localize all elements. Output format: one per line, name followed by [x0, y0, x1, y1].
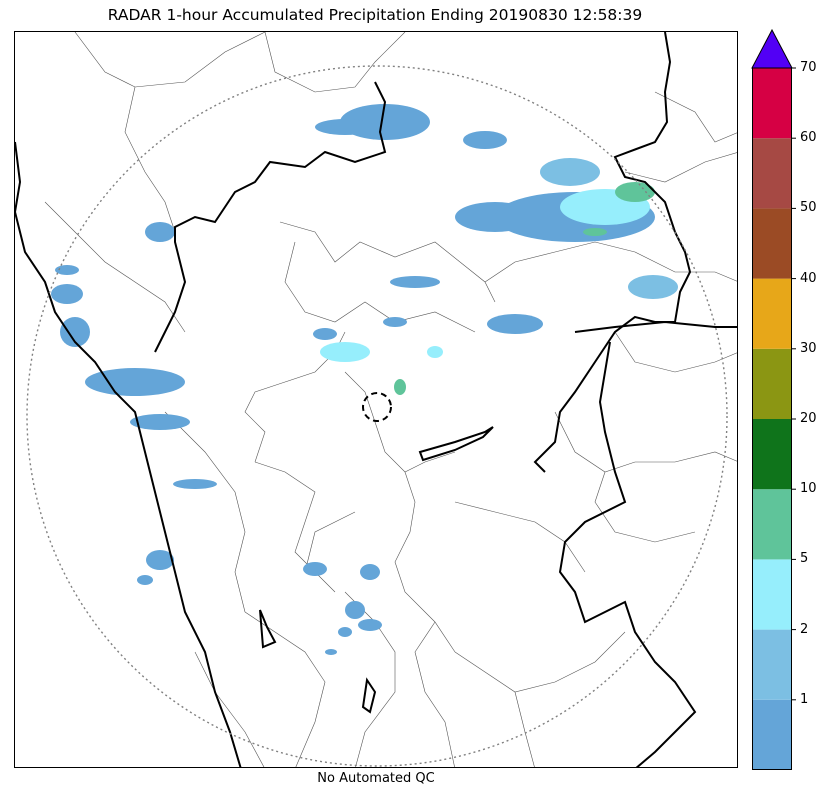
- colorbar-frame: [752, 67, 792, 770]
- colorbar-tick-label: 30: [800, 340, 817, 356]
- colorbar-tick-label: 60: [800, 130, 817, 146]
- colorbar-tick-label: 2: [800, 621, 809, 637]
- colorbar-bin: [752, 348, 792, 419]
- page-title: RADAR 1-hour Accumulated Precipitation E…: [107, 6, 643, 24]
- colorbar-tick-label: 50: [800, 200, 817, 216]
- colorbar-bin: [752, 419, 792, 490]
- colorbar-bin: [752, 559, 792, 630]
- coastline: [15, 32, 737, 767]
- radar-site-marker: [362, 392, 392, 422]
- colorbar-bin: [752, 278, 792, 349]
- district-boundaries: [44, 32, 737, 767]
- colorbar-tick-label: 40: [800, 270, 817, 286]
- colorbar-tick-label: 70: [800, 60, 817, 75]
- radar-map: [14, 31, 738, 768]
- colorbar-bin: [752, 68, 792, 139]
- colorbar-bin: [752, 699, 792, 770]
- range-ring: [26, 65, 728, 767]
- radar-map-svg: [15, 32, 737, 767]
- colorbar-bin: [752, 138, 792, 209]
- colorbar-extend-arrow: [751, 28, 793, 69]
- colorbar-bin: [752, 629, 792, 700]
- colorbar: [751, 28, 796, 770]
- colorbar-tick-label: 20: [800, 411, 817, 426]
- precipitation-echoes: [51, 104, 678, 655]
- colorbar-tick-label: 1: [800, 691, 809, 707]
- colorbar-bin: [752, 489, 792, 560]
- colorbar-tick-label: 10: [800, 481, 817, 497]
- qc-note: No Automated QC: [317, 771, 435, 786]
- colorbar-tick-label: 5: [800, 551, 809, 567]
- colorbar-bin: [752, 208, 792, 279]
